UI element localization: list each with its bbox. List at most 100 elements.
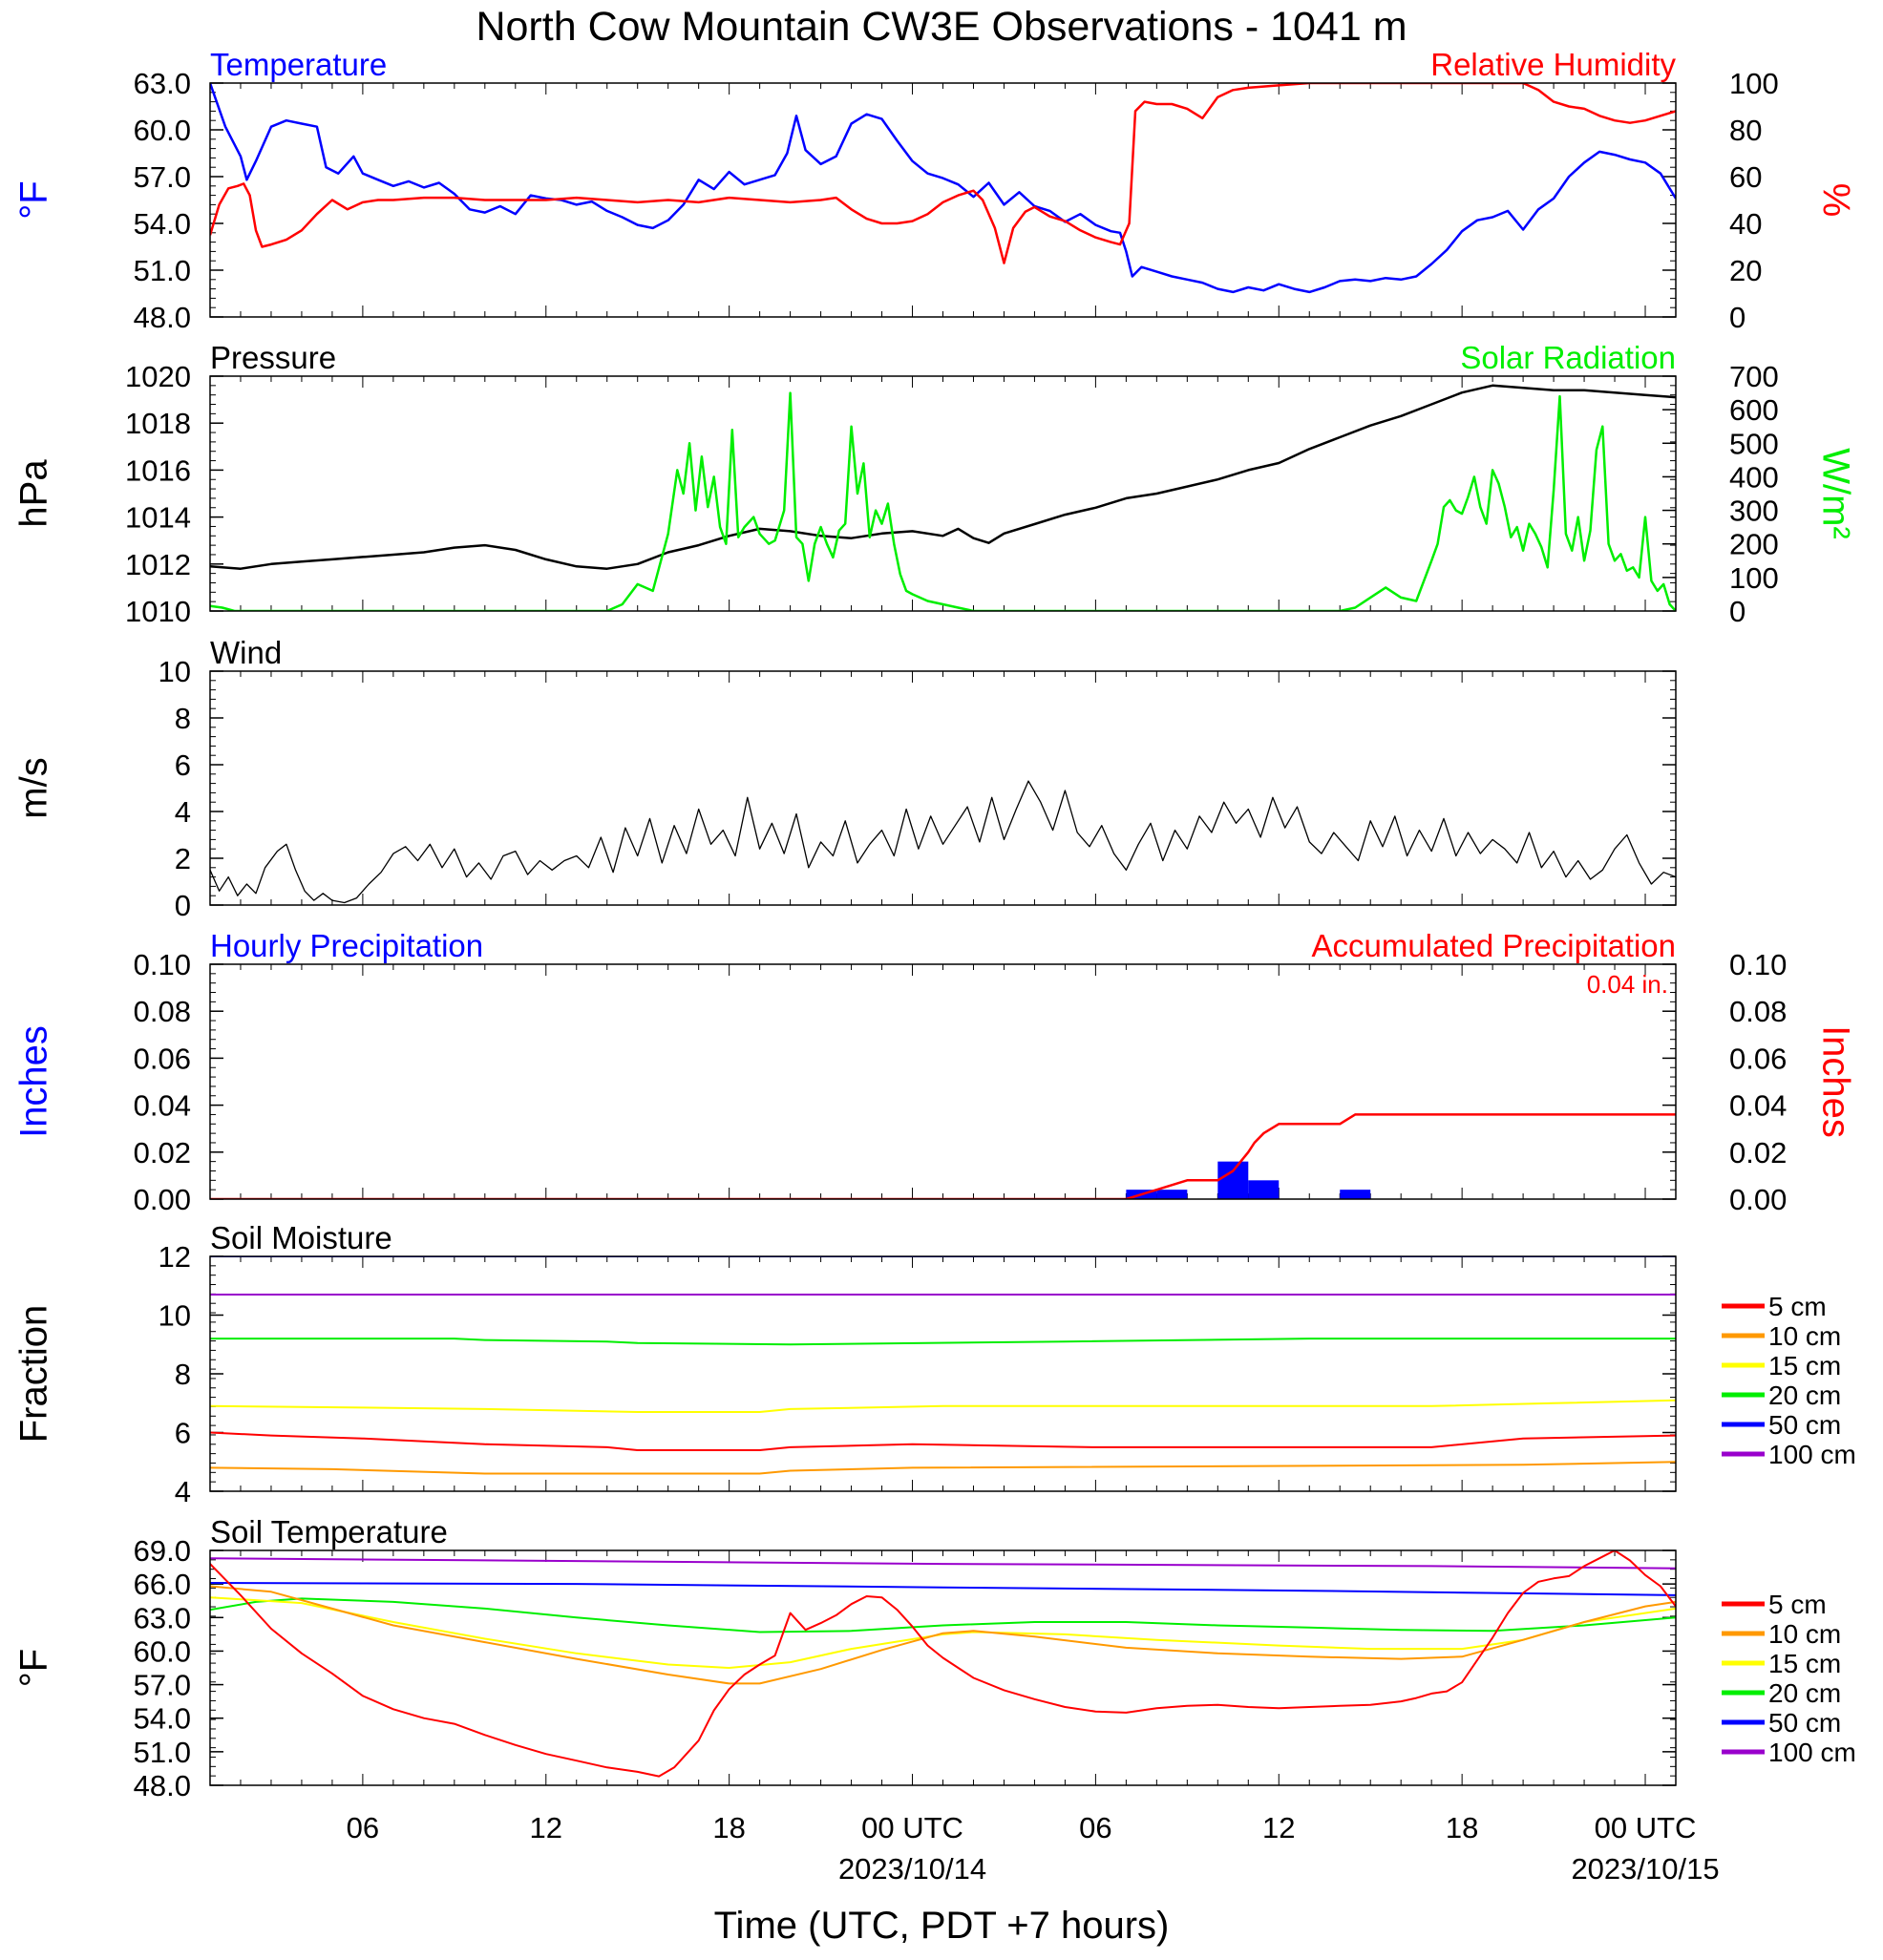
series-line-0 xyxy=(210,83,1676,294)
panel-frame xyxy=(209,1255,1677,1492)
legend-label: 20 cm xyxy=(1768,1678,1841,1708)
y-unit-label-left: Fraction xyxy=(13,1305,55,1444)
y-tick-label-right: 400 xyxy=(1729,460,1779,494)
y-tick-label-left: 69.0 xyxy=(134,1534,191,1568)
panel-title-right: Accumulated Precipitation xyxy=(1311,928,1676,963)
series-line-2 xyxy=(210,1597,1676,1633)
y-tick-label-left: 66.0 xyxy=(134,1568,191,1601)
y-tick-label-right: 0.02 xyxy=(1729,1136,1787,1170)
y-tick-label-left: 4 xyxy=(175,795,191,829)
y-tick-label-right: 20 xyxy=(1729,254,1762,287)
y-tick-label-left: 54.0 xyxy=(134,1702,191,1736)
y-tick-label-left: 6 xyxy=(175,1417,191,1450)
series-line-4 xyxy=(210,1431,1676,1451)
y-tick-label-right: 300 xyxy=(1729,495,1779,528)
panel-temp_rh: 48.0 51.0 54.0 57.0 60.0 63.0 0 20 40 60 80 100 Temp… xyxy=(13,47,1857,334)
y-tick-label-left: 8 xyxy=(175,1358,191,1391)
y-tick-label-right: 0.06 xyxy=(1729,1042,1787,1075)
data-area xyxy=(210,83,1676,294)
y-tick-label-left: 0.10 xyxy=(134,948,191,981)
y-tick-label-left: 51.0 xyxy=(134,1736,191,1769)
y-tick-label-left: 63.0 xyxy=(134,1601,191,1634)
series-line-2 xyxy=(210,1338,1676,1346)
series-line-1 xyxy=(210,391,1676,611)
y-tick-label-left: 12 xyxy=(159,1240,191,1274)
panel-title-left: Wind xyxy=(210,635,282,670)
x-tick-label: 00 UTC xyxy=(861,1811,963,1844)
y-unit-label-right: Inches xyxy=(1814,1025,1856,1138)
y-tick-label-left: 54.0 xyxy=(134,207,191,241)
series-line-3 xyxy=(210,1399,1676,1413)
series-line-1 xyxy=(210,1582,1676,1596)
x-tick-label: 06 xyxy=(347,1811,379,1844)
y-tick-label-right: 0.04 xyxy=(1729,1089,1787,1123)
y-unit-label-left: hPa xyxy=(13,459,55,528)
legend-label: 15 cm xyxy=(1768,1351,1841,1380)
precip-bar xyxy=(1340,1190,1371,1199)
precip-bar xyxy=(1248,1180,1280,1199)
data-area xyxy=(210,780,1676,904)
x-tick-label: 12 xyxy=(530,1811,562,1844)
y-tick-label-left: 60.0 xyxy=(134,114,191,147)
panel-pressure_solar: 1010 1012 1014 1016 1018 1020 0100200300400500… xyxy=(13,340,1857,628)
accumulated-total-annotation: 0.04 in. xyxy=(1587,970,1668,999)
y-tick-label-left: 57.0 xyxy=(134,1669,191,1702)
y-tick-label-right: 100 xyxy=(1729,561,1779,595)
y-unit-label-left: Inches xyxy=(13,1025,55,1138)
y-tick-label-right: 700 xyxy=(1729,360,1779,393)
y-unit-label-right: % xyxy=(1814,183,1856,218)
y-tick-label-left: 1014 xyxy=(125,501,191,535)
x-tick-label: 18 xyxy=(712,1811,745,1844)
legend-label: 5 cm xyxy=(1768,1590,1827,1619)
y-tick-label-left: 10 xyxy=(159,655,191,688)
panel-title-left: Pressure xyxy=(210,340,336,375)
y-tick-label-left: 1020 xyxy=(125,360,191,393)
y-tick-label-left: 8 xyxy=(175,702,191,735)
panel-wind: 0 2 4 6 8 10 Wind m/s xyxy=(13,635,1677,922)
y-tick-label-left: 2 xyxy=(175,842,191,875)
legend-label: 20 cm xyxy=(1768,1380,1841,1410)
y-tick-label-right: 0 xyxy=(1729,301,1745,334)
panel-frame xyxy=(209,670,1677,906)
data-area xyxy=(210,1113,1676,1199)
series-line-0 xyxy=(210,384,1676,570)
series-line-1 xyxy=(210,83,1676,264)
y-unit-label-left: °F xyxy=(13,180,55,219)
y-tick-label-left: 57.0 xyxy=(134,160,191,194)
y-unit-label-right: W/m² xyxy=(1814,448,1856,539)
y-tick-label-left: 60.0 xyxy=(134,1634,191,1668)
panel-title-left: Soil Temperature xyxy=(210,1514,448,1549)
precip-bar xyxy=(1217,1161,1249,1199)
panel-precip: 0.00 0.02 0.04 0.06 0.08 0.10 0.00 0.02 0.04 0.06… xyxy=(13,928,1857,1216)
panel-frame xyxy=(209,1549,1677,1786)
legend-label: 100 cm xyxy=(1768,1738,1856,1767)
y-tick-label-left: 1012 xyxy=(125,548,191,581)
y-tick-label-left: 0.06 xyxy=(134,1042,191,1075)
panel-title-left: Hourly Precipitation xyxy=(210,928,483,963)
y-tick-label-left: 1016 xyxy=(125,453,191,487)
y-tick-label-left: 6 xyxy=(175,748,191,782)
panel-frame xyxy=(209,82,1677,318)
series-line-5 xyxy=(210,1550,1676,1778)
series-line-0 xyxy=(210,1557,1676,1570)
y-tick-label-left: 48.0 xyxy=(134,1769,191,1802)
legend-label: 50 cm xyxy=(1768,1410,1841,1440)
legend-label: 50 cm xyxy=(1768,1708,1841,1738)
x-tick-label: 12 xyxy=(1262,1811,1295,1844)
panel-title-left: Soil Moisture xyxy=(210,1220,392,1255)
data-area xyxy=(210,1550,1676,1778)
y-tick-label-right: 40 xyxy=(1729,207,1762,241)
legend-label: 5 cm xyxy=(1768,1292,1827,1321)
figure-title: North Cow Mountain CW3E Observations - 1… xyxy=(476,4,1407,50)
y-tick-label-left: 10 xyxy=(159,1299,191,1333)
panel-title-right: Solar Radiation xyxy=(1460,340,1676,375)
y-tick-label-right: 0.08 xyxy=(1729,995,1787,1028)
y-tick-label-left: 4 xyxy=(175,1475,191,1508)
series-line-0 xyxy=(210,780,1676,904)
legend-label: 15 cm xyxy=(1768,1649,1841,1678)
y-tick-label-right: 100 xyxy=(1729,67,1779,100)
y-tick-label-left: 51.0 xyxy=(134,254,191,287)
panel-title-left: Temperature xyxy=(210,47,387,82)
